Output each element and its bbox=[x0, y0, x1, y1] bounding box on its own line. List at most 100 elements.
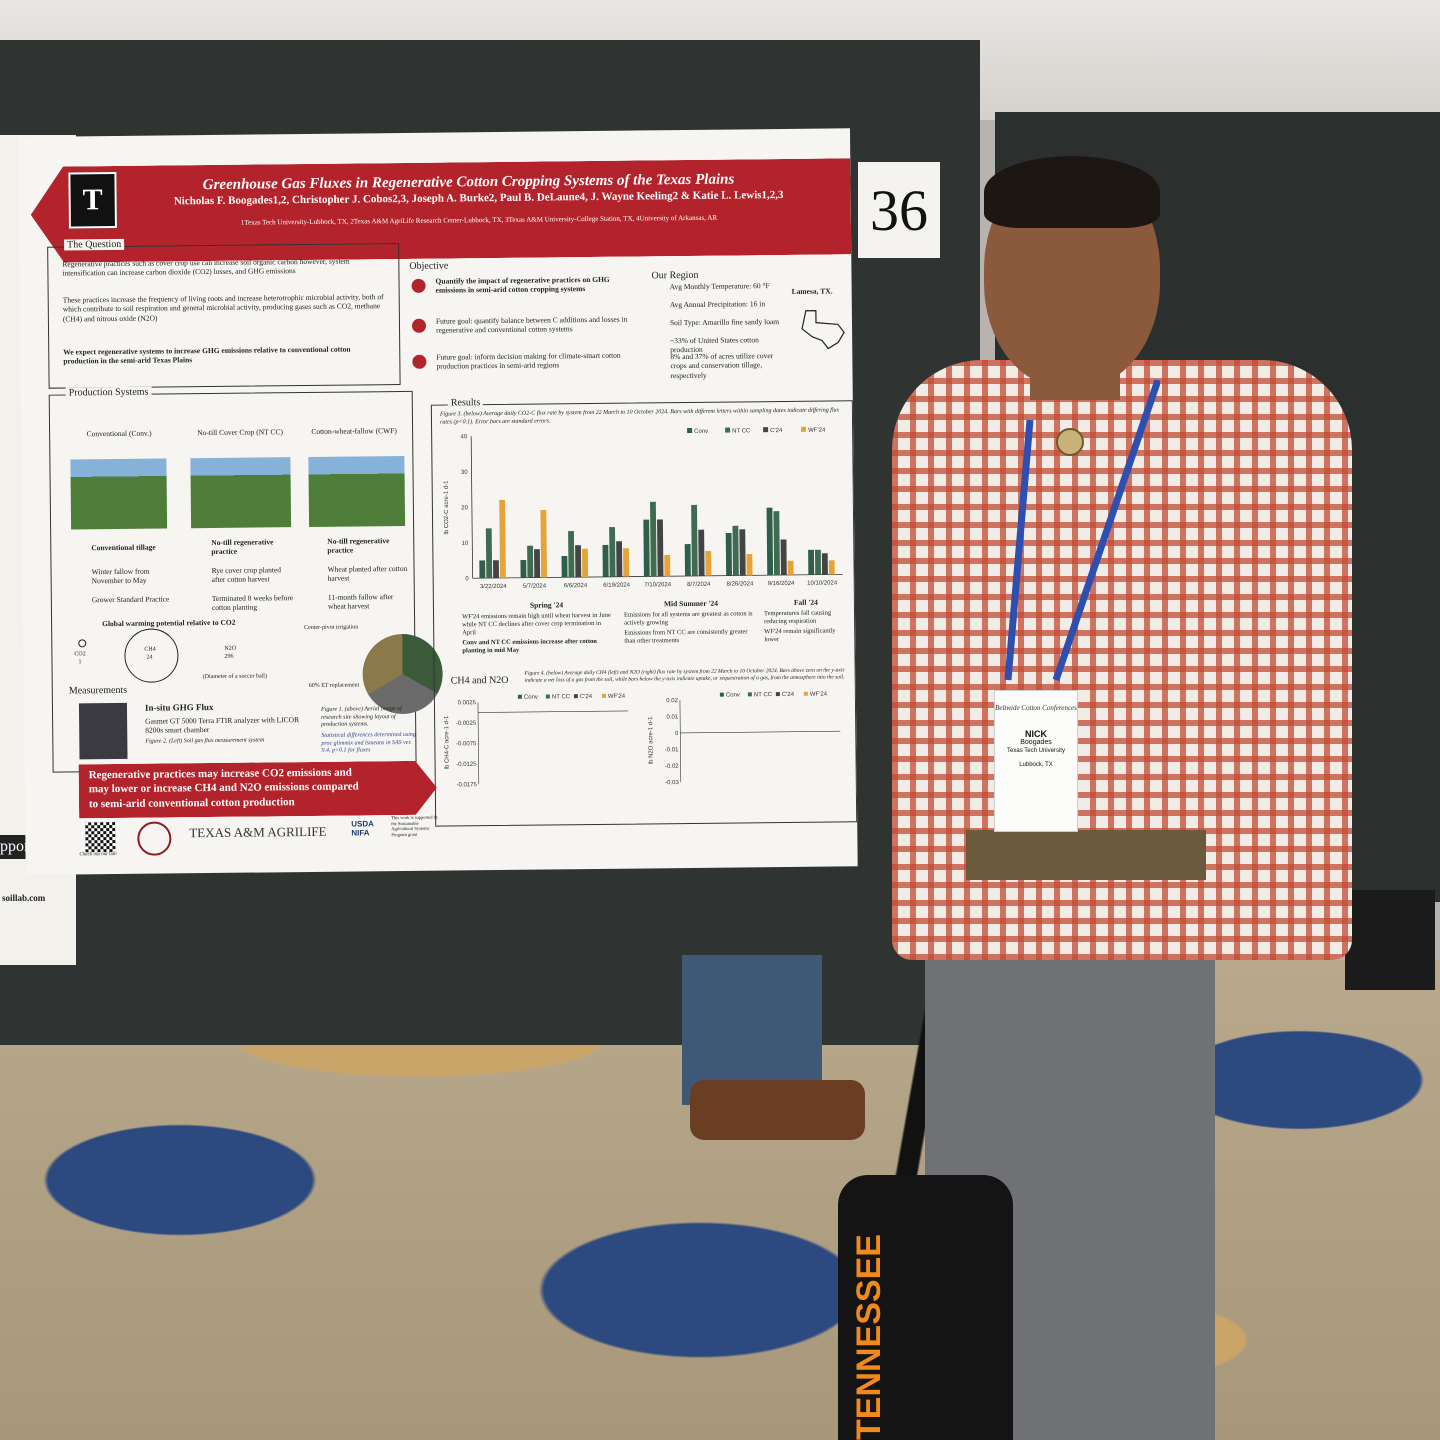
qr-caption: Check out our lab! bbox=[79, 852, 117, 858]
bar bbox=[787, 560, 794, 575]
legend-label: WF'24 bbox=[808, 428, 826, 434]
measurements-heading: Measurements bbox=[68, 684, 128, 697]
belt bbox=[966, 830, 1206, 880]
system-feature: Winter fallow from November to May bbox=[91, 566, 150, 586]
n2o-flux-chart: 0.02 0.01 0 -0.01 -0.02 -0.03 lb N2O acre-1 d-… bbox=[648, 692, 841, 786]
bar bbox=[643, 519, 650, 577]
legend-swatch bbox=[687, 427, 693, 434]
decision-icon bbox=[412, 354, 427, 369]
system-feature: Wheat planted after cotton harvest bbox=[327, 563, 408, 584]
y-axis-label: lb CO2-C acre-1 d-1 bbox=[444, 480, 451, 535]
legend-label: NT CC bbox=[754, 692, 773, 698]
season-note: WF'24 remain significantly lower bbox=[764, 627, 836, 644]
figure1-caption: Figure 1. (above) Aerial image of resear… bbox=[320, 706, 402, 728]
takeaway-banner: Regenerative practices may increase CO2 … bbox=[79, 761, 438, 819]
bar bbox=[527, 545, 534, 578]
bar bbox=[746, 554, 753, 576]
legend-label: WF'24 bbox=[608, 694, 626, 700]
question-point: We expect regenerative systems to increa… bbox=[63, 344, 351, 366]
bar bbox=[485, 528, 493, 579]
field-photo-ntcc bbox=[190, 457, 292, 529]
x-tick-label: 6/6/2024 bbox=[564, 583, 588, 589]
stats-note: Statistical differences determined using… bbox=[321, 731, 416, 754]
backpack-lettering: TENNESSEE bbox=[850, 1234, 888, 1440]
bolo-tie-clasp bbox=[1056, 428, 1084, 456]
ch4-n2o-heading: CH4 and N2O bbox=[450, 674, 509, 687]
legend-swatch bbox=[801, 426, 807, 432]
qr-code-icon bbox=[85, 822, 116, 853]
bar bbox=[561, 555, 568, 578]
bar bbox=[698, 529, 705, 576]
legend-label: C'24 bbox=[782, 692, 795, 698]
gwp-note: (Diameter of a soccer ball) bbox=[202, 673, 268, 681]
badge-first-name: NICK bbox=[1025, 728, 1047, 739]
system-feature: Rye cover crop planted after cotton harv… bbox=[211, 565, 282, 585]
system-name: Conventional (Conv.) bbox=[86, 428, 152, 439]
name-badge: Beltwide Cotton Conferences NICK Boogade… bbox=[994, 690, 1078, 832]
legend-label: Conv bbox=[694, 429, 708, 435]
y-tick-label: 30 bbox=[461, 470, 468, 476]
bar bbox=[581, 548, 589, 578]
bar bbox=[568, 531, 575, 578]
figure2-caption: Figure 2. (Left) Soil gas flux measureme… bbox=[145, 737, 265, 745]
zero-line bbox=[478, 710, 629, 713]
measurements-text: Gasmet GT 5000 Terra FTIR analyzer with … bbox=[145, 715, 300, 736]
system-name: Cotton-wheat-fallow (CWF) bbox=[311, 426, 397, 436]
y-tick-label: 10 bbox=[462, 541, 469, 547]
bar bbox=[725, 532, 732, 576]
y-axis bbox=[470, 436, 474, 579]
x-tick-label: 5/7/2024 bbox=[523, 583, 547, 589]
legend-swatch bbox=[545, 694, 550, 699]
bar bbox=[602, 544, 609, 577]
funding-note: This work is supported by the Sustainabl… bbox=[391, 814, 439, 838]
system-name: No-till Cover Crop (NT CC) bbox=[197, 427, 283, 438]
y-tick-label: -0.02 bbox=[665, 764, 679, 770]
booth-number-card: 36 bbox=[858, 162, 940, 258]
bar bbox=[623, 548, 630, 577]
usda-nifa-logo: USDA NIFA bbox=[351, 819, 374, 838]
region-location: Lamesa, TX. bbox=[791, 286, 833, 296]
bar bbox=[732, 525, 739, 576]
y-tick-label: -0.03 bbox=[665, 780, 679, 786]
y-axis-label: lb N2O acre-1 d-1 bbox=[648, 716, 655, 764]
objective-point: Quantify the impact of regenerative prac… bbox=[435, 274, 610, 296]
system-feature: No-till regenerative practice bbox=[211, 537, 274, 557]
legend-swatch bbox=[747, 692, 752, 697]
x-tick-label: 7/10/2024 bbox=[644, 582, 671, 588]
y-tick-label: 0.02 bbox=[666, 698, 678, 704]
field-photo-cwf bbox=[308, 455, 406, 527]
legend-swatch bbox=[601, 693, 606, 698]
bar bbox=[493, 560, 500, 579]
region-item: Avg Monthly Temperature: 60 °F bbox=[669, 281, 770, 292]
bar bbox=[691, 504, 698, 576]
bar bbox=[766, 507, 774, 576]
legend-label: C'24 bbox=[580, 694, 593, 700]
y-tick-label: 0 bbox=[675, 731, 679, 737]
bar bbox=[609, 527, 616, 577]
y-tick-label: -0.0125 bbox=[456, 762, 477, 768]
bar bbox=[499, 499, 506, 578]
badge-organization: Beltwide Cotton Conferences bbox=[995, 704, 1077, 712]
season-note: Emissions from NT CC are consistently gr… bbox=[624, 628, 748, 645]
y-tick-label: 40 bbox=[460, 434, 467, 440]
objective-point: Future goal: inform decision making for … bbox=[436, 350, 621, 372]
bar bbox=[575, 545, 582, 578]
legend-swatch bbox=[763, 427, 769, 433]
system-feature: Terminated 8 weeks before cotton plantin… bbox=[211, 593, 294, 613]
gwp-value: 24 bbox=[146, 654, 153, 661]
zero-line bbox=[680, 730, 841, 734]
gas-analyzer-photo bbox=[78, 702, 128, 760]
legend-label: WF'24 bbox=[810, 692, 828, 698]
season-note: Emissions for all systems are greatest a… bbox=[624, 610, 753, 627]
region-item: Avg Annual Precipitation: 16 in bbox=[669, 299, 766, 310]
question-heading: The Question bbox=[64, 238, 125, 251]
legend-label: Conv bbox=[726, 692, 740, 698]
sponsor-logos: Check out our lab! TEXAS A&M AGRILIFE US… bbox=[79, 815, 438, 859]
bar bbox=[828, 560, 835, 575]
legend-swatch bbox=[775, 692, 780, 697]
systems-heading: Production Systems bbox=[65, 386, 152, 399]
co2-flux-chart: 0 10 20 30 40 lb CO2-C acre-1 d-1 3/22/2024 5/7… bbox=[444, 426, 843, 590]
bar bbox=[657, 519, 664, 577]
hair bbox=[984, 156, 1160, 228]
gwp-heading: Global warming potential relative to CO2 bbox=[102, 617, 236, 629]
